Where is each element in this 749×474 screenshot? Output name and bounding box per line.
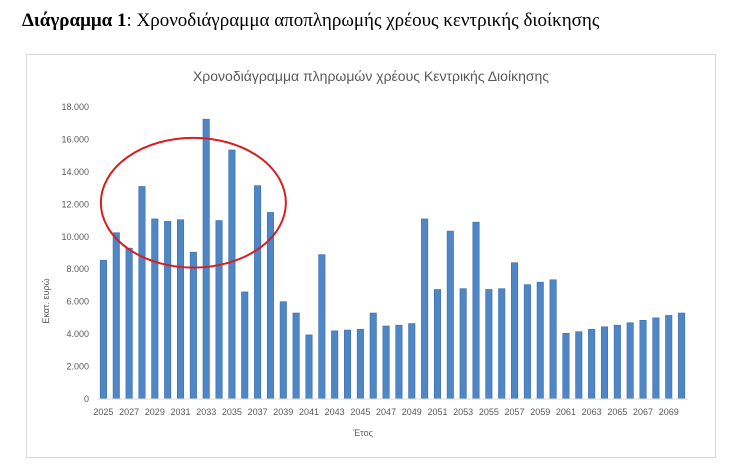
- bar: [331, 330, 339, 400]
- x-tick-label: 2027: [119, 407, 139, 417]
- bar: [369, 312, 377, 400]
- bar: [626, 322, 634, 400]
- y-tick-label: 10.000: [61, 232, 89, 242]
- bar: [472, 221, 480, 400]
- x-tick-label: 2041: [299, 407, 319, 417]
- bar: [485, 289, 493, 400]
- x-tick-label: 2069: [659, 407, 679, 417]
- bar: [588, 328, 596, 400]
- y-axis-ticks: 0 2.000 4.000 6.000 8.000 10.000 12.000 14.000 1…: [61, 102, 89, 404]
- bar: [421, 218, 429, 400]
- x-axis-label: Έτος: [352, 428, 373, 438]
- x-axis-ticks: 2025 2027 2029 2031 2033 2035 2037 2039 2041 2043…: [93, 407, 678, 417]
- x-tick-label: 2049: [402, 407, 422, 417]
- y-axis-label: Εκατ. ευρώ: [41, 278, 51, 323]
- bar: [292, 312, 300, 400]
- bar: [202, 118, 210, 400]
- x-tick-label: 2057: [505, 407, 525, 417]
- x-tick-label: 2047: [376, 407, 396, 417]
- bar: [600, 326, 609, 400]
- x-tick-label: 2039: [273, 407, 293, 417]
- bar: [446, 230, 454, 400]
- bar: [215, 220, 223, 400]
- highlight-ellipse: [99, 136, 287, 269]
- x-tick-label: 2033: [196, 407, 216, 417]
- bar: [511, 262, 519, 400]
- bar: [562, 332, 570, 400]
- x-tick-label: 2051: [427, 407, 447, 417]
- x-tick-label: 2043: [325, 407, 345, 417]
- bar-chart: Χρονοδιάγραμμα πληρωμών χρέους Κεντρικής…: [41, 68, 688, 438]
- bar: [138, 186, 146, 400]
- bar: [356, 328, 364, 400]
- bar: [536, 281, 544, 400]
- x-tick-label: 2037: [248, 407, 268, 417]
- bar: [382, 325, 390, 400]
- chart-frame: Χρονοδιάγραμμα πληρωμών χρέους Κεντρικής…: [26, 54, 716, 458]
- x-tick-label: 2067: [633, 407, 653, 417]
- bar: [678, 312, 686, 400]
- y-tick-label: 6.000: [66, 297, 89, 307]
- bar: [99, 260, 107, 400]
- x-tick-label: 2035: [222, 407, 242, 417]
- bar: [125, 247, 133, 400]
- figure-caption-label: Διάγραμμα 1: [22, 10, 127, 31]
- bar: [318, 254, 326, 400]
- y-tick-label: 18.000: [61, 102, 89, 112]
- y-tick-label: 12.000: [61, 199, 89, 209]
- bar: [151, 218, 159, 400]
- bar: [408, 323, 416, 400]
- x-tick-label: 2061: [556, 407, 576, 417]
- y-tick-label: 8.000: [66, 264, 89, 274]
- y-tick-label: 4.000: [66, 329, 89, 339]
- x-tick-label: 2059: [530, 407, 550, 417]
- x-tick-label: 2065: [607, 407, 627, 417]
- figure-caption: Διάγραμμα 1: Χρονοδιάγραμμα αποπληρωμής …: [22, 10, 599, 32]
- bar: [279, 301, 287, 400]
- x-tick-label: 2063: [582, 407, 602, 417]
- bar: [613, 324, 621, 400]
- bar: [189, 251, 197, 400]
- x-tick-label: 2029: [145, 407, 165, 417]
- bar: [665, 315, 673, 400]
- bar: [164, 221, 172, 400]
- y-tick-label: 0: [84, 394, 89, 404]
- bar: [459, 288, 467, 400]
- bar: [305, 334, 313, 400]
- x-tick-label: 2055: [479, 407, 499, 417]
- x-tick-label: 2025: [93, 407, 113, 417]
- figure-caption-text: : Χρονοδιάγραμμα αποπληρωμής χρέους κεντ…: [126, 10, 600, 31]
- bar: [523, 284, 531, 400]
- bar: [498, 288, 506, 400]
- y-tick-label: 2.000: [66, 362, 89, 372]
- bar: [254, 185, 262, 400]
- bar: [575, 331, 583, 400]
- bar: [433, 289, 441, 400]
- bar: [652, 317, 660, 400]
- y-tick-label: 14.000: [61, 167, 89, 177]
- bar: [639, 320, 647, 400]
- bar: [112, 232, 120, 400]
- x-tick-label: 2053: [453, 407, 473, 417]
- x-tick-label: 2031: [170, 407, 190, 417]
- x-tick-label: 2045: [350, 407, 370, 417]
- bar: [228, 149, 236, 400]
- y-tick-label: 16.000: [61, 134, 89, 144]
- chart-title: Χρονοδιάγραμμα πληρωμών χρέους Κεντρικής…: [193, 68, 549, 84]
- bars: [99, 118, 686, 400]
- bar: [176, 219, 185, 400]
- bar: [241, 291, 249, 400]
- bar: [395, 324, 403, 400]
- bar: [344, 329, 352, 400]
- bar: [549, 279, 557, 400]
